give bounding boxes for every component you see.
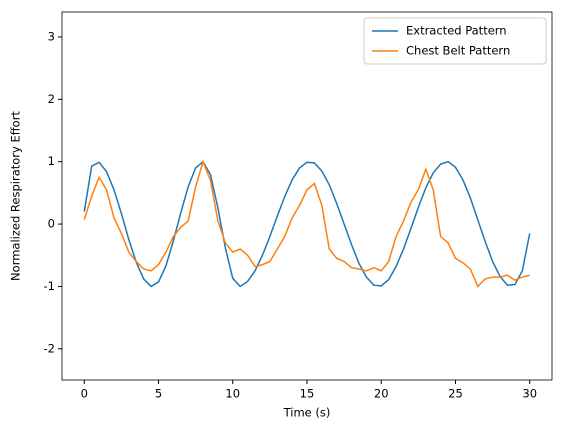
y-axis-label: Normalized Respiratory Effort: [9, 111, 23, 281]
x-tick-label: 0: [81, 387, 88, 401]
y-tick-label: 3: [48, 29, 55, 43]
legend-box: [363, 17, 547, 65]
x-tick-label: 10: [225, 387, 240, 401]
x-tick-label: 25: [448, 387, 463, 401]
legend: Extracted Pattern Chest Belt Pattern: [363, 17, 547, 65]
data-line: [83, 159, 530, 288]
x-tick-label: 30: [522, 387, 537, 401]
y-tick-label: -1: [44, 279, 55, 293]
legend-label: Extracted Pattern: [406, 24, 507, 38]
x-tick-label: 15: [300, 387, 315, 401]
y-tick-label: 0: [48, 217, 55, 231]
y-tick-label: 1: [48, 154, 55, 168]
x-axis-label: Time (s): [283, 406, 331, 420]
y-tick-label: 2: [48, 92, 55, 106]
data-line: [83, 160, 531, 288]
y-tick-label: -2: [44, 341, 55, 355]
legend-label: Chest Belt Pattern: [406, 44, 510, 58]
x-tick-label: 5: [155, 387, 162, 401]
x-tick-label: 20: [374, 387, 389, 401]
plot-frame: [61, 11, 553, 381]
